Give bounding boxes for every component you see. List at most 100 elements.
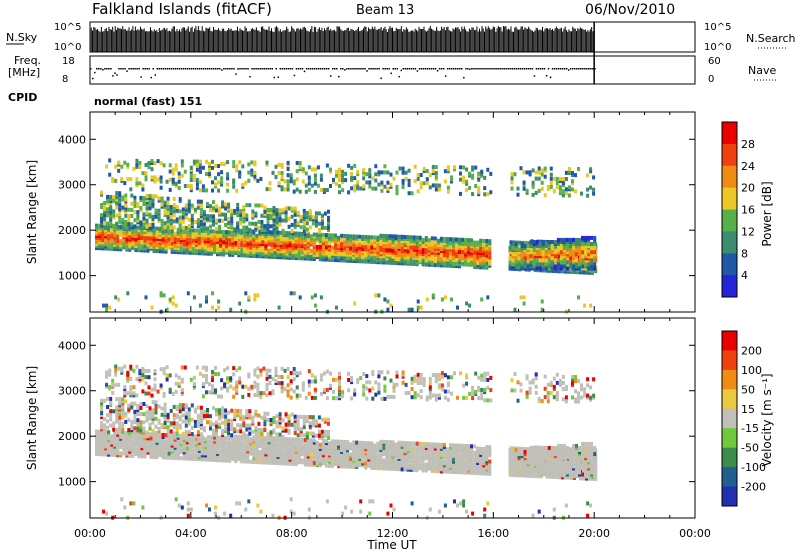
power-cell xyxy=(421,262,425,267)
power-cell xyxy=(482,253,486,258)
power-cell xyxy=(522,182,526,187)
velocity-cell xyxy=(107,434,111,439)
velocity-cell xyxy=(219,458,223,463)
power-cell xyxy=(337,248,340,252)
power-cell xyxy=(331,251,334,256)
power-cell xyxy=(407,168,411,173)
power-cell xyxy=(534,170,538,175)
power-cell xyxy=(479,246,483,251)
power-cell xyxy=(559,246,563,251)
power-cell xyxy=(553,258,557,263)
power-cell xyxy=(278,222,282,227)
velocity-cell xyxy=(255,449,259,454)
velocity-cell xyxy=(152,455,156,459)
velocity-cell xyxy=(355,448,359,453)
power-cell xyxy=(209,224,212,229)
velocity-cell xyxy=(355,444,359,449)
power-cell xyxy=(560,240,564,245)
power-cell xyxy=(421,248,425,253)
freq-dot xyxy=(378,68,380,70)
power-cell xyxy=(436,238,440,243)
velocity-cell xyxy=(240,447,244,452)
power-cell xyxy=(237,253,241,258)
power-cell xyxy=(295,177,299,182)
power-cell xyxy=(131,241,135,246)
velocity-cell xyxy=(140,442,144,447)
power-cell xyxy=(430,236,434,241)
power-cell xyxy=(203,235,207,240)
power-cell xyxy=(535,266,539,271)
power-cell xyxy=(197,245,201,250)
power-cell xyxy=(561,189,565,194)
velocity-cell xyxy=(279,436,283,441)
power-cell xyxy=(572,237,575,242)
power-cell xyxy=(337,243,340,248)
power-cell xyxy=(485,253,489,258)
power-cell xyxy=(593,250,597,255)
power-cell xyxy=(430,248,434,253)
power-cell xyxy=(212,208,215,213)
power-cell xyxy=(261,246,265,251)
freq-dot xyxy=(475,68,477,70)
power-cell xyxy=(565,254,569,259)
velocity-cell xyxy=(279,453,283,458)
freq-dot xyxy=(370,68,372,70)
power-cell xyxy=(187,226,191,230)
power-cell xyxy=(416,189,420,194)
power-cell xyxy=(199,207,203,212)
power-cell xyxy=(367,243,371,248)
freq-dot xyxy=(358,68,360,70)
freq-dot xyxy=(299,68,302,70)
freq-dot xyxy=(440,68,443,70)
power-cell xyxy=(220,180,224,185)
power-cell xyxy=(352,240,356,245)
velocity-cell xyxy=(340,441,344,446)
power-cell xyxy=(320,217,324,222)
power-cell xyxy=(549,180,553,185)
freq-dot xyxy=(198,68,201,70)
velocity-cell xyxy=(119,434,123,439)
power-cell xyxy=(273,250,277,255)
cpid-label: CPID xyxy=(8,91,37,104)
freq-dot xyxy=(463,76,465,79)
velocity-cell xyxy=(228,442,232,447)
power-cell xyxy=(572,250,575,255)
power-cell xyxy=(163,221,167,226)
power-cell xyxy=(323,211,327,216)
freq-dot xyxy=(529,68,532,70)
power-cell xyxy=(188,244,192,249)
freq-dot xyxy=(547,68,550,70)
power-cell xyxy=(228,230,232,235)
power-cell xyxy=(148,222,152,227)
power-cell xyxy=(303,232,307,236)
power-cell xyxy=(349,252,353,257)
velocity-cell xyxy=(125,431,129,436)
power-cell xyxy=(479,257,483,262)
power-cell xyxy=(331,249,334,254)
power-cell xyxy=(171,301,175,306)
velocity-cell xyxy=(207,435,210,440)
power-cell xyxy=(261,234,265,238)
freq-dot xyxy=(448,68,451,70)
freq-dot xyxy=(110,68,112,70)
power-cell xyxy=(544,252,548,257)
velocity-cell xyxy=(285,449,289,454)
power-cell xyxy=(480,297,484,302)
power-cell xyxy=(198,188,202,193)
power-cell xyxy=(373,253,377,258)
power-cell xyxy=(105,307,109,312)
power-cell xyxy=(462,165,466,170)
freq-dot xyxy=(384,68,386,70)
power-cell xyxy=(559,252,563,257)
power-cell xyxy=(194,240,198,245)
power-cell xyxy=(185,242,189,247)
freq-dot xyxy=(535,68,538,70)
power-cell xyxy=(543,166,547,171)
power-cell xyxy=(581,250,585,255)
power-cell xyxy=(155,226,159,231)
power-cell xyxy=(252,254,256,258)
velocity-cell xyxy=(164,455,168,460)
velocity-cell xyxy=(128,437,132,442)
velocity-cell xyxy=(267,440,271,445)
power-cell xyxy=(425,297,429,302)
